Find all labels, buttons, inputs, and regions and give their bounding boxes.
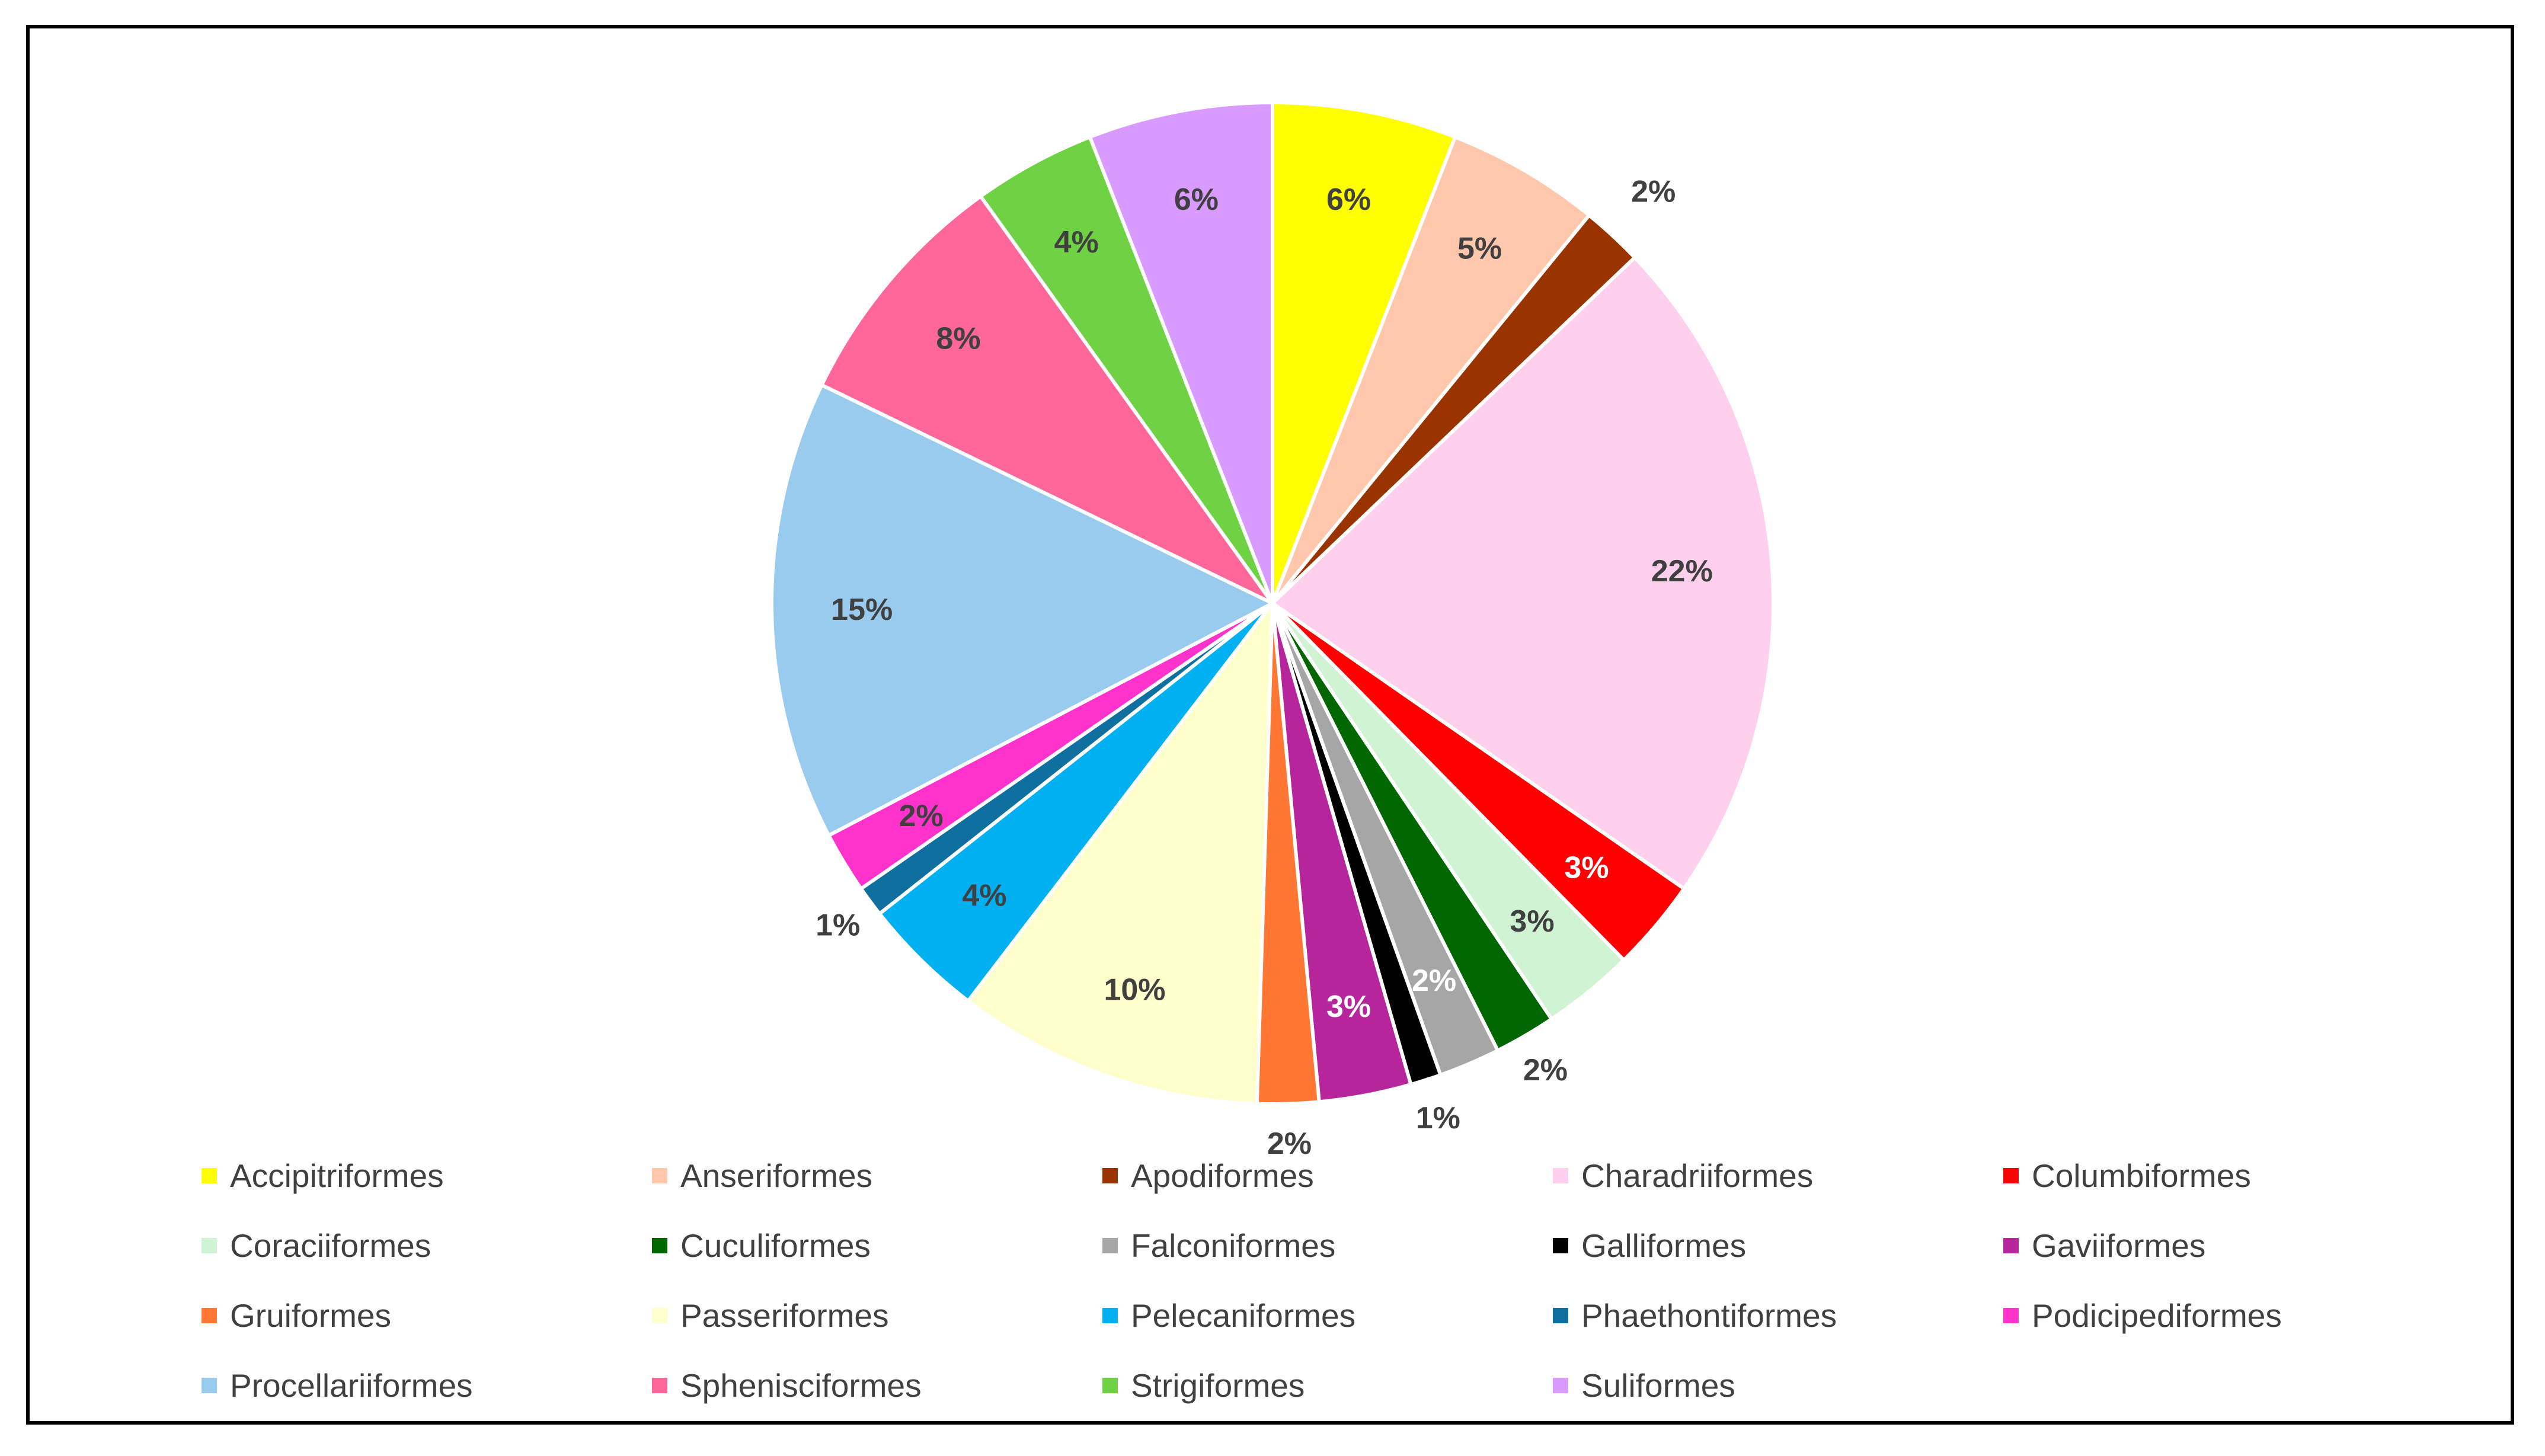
pie-slices xyxy=(770,100,1775,1106)
legend-swatch xyxy=(652,1378,667,1393)
data-label-phaethontiformes: 1% xyxy=(816,908,860,942)
legend-item-columbiformes: Columbiformes xyxy=(2003,1156,2454,1196)
data-label-falconiformes: 2% xyxy=(1412,964,1456,998)
legend-item-gruiformes: Gruiformes xyxy=(202,1295,652,1336)
pie-slice-anseriformes xyxy=(1271,135,1592,604)
pie-slice-charadriiformes xyxy=(1270,255,1775,891)
legend-item-podicipediformes: Podicipediformes xyxy=(2003,1295,2454,1336)
legend-label: Columbiformes xyxy=(2032,1157,2251,1194)
data-label-podicipediformes: 2% xyxy=(899,799,944,833)
data-label-apodiformes: 2% xyxy=(1631,174,1676,209)
data-label-gaviiformes: 3% xyxy=(1326,990,1371,1024)
legend-item-sphenisciformes: Sphenisciformes xyxy=(652,1365,1102,1406)
legend-label: Suliformes xyxy=(1581,1367,1735,1404)
pie-slice-procellariiformes xyxy=(770,382,1277,838)
legend-item-apodiformes: Apodiformes xyxy=(1102,1156,1553,1196)
legend-item-strigiformes: Strigiformes xyxy=(1102,1365,1553,1406)
data-label-gruiformes: 2% xyxy=(1267,1127,1312,1161)
legend-label: Phaethontiformes xyxy=(1581,1297,1837,1334)
legend-item-gaviiformes: Gaviiformes xyxy=(2003,1225,2454,1266)
pie-slice-strigiformes xyxy=(978,135,1274,604)
data-label-charadriiformes: 22% xyxy=(1651,554,1713,588)
legend-label: Accipitriformes xyxy=(230,1157,444,1194)
data-label-strigiformes: 4% xyxy=(1054,225,1099,260)
legend-label: Sphenisciformes xyxy=(680,1367,922,1404)
pie-slice-sphenisciformes xyxy=(819,194,1274,605)
pie-slice-pelecaniformes xyxy=(877,601,1274,1004)
legend-label: Gruiformes xyxy=(230,1297,391,1334)
legend-label: Procellariiformes xyxy=(230,1367,473,1404)
legend-swatch xyxy=(2003,1308,2019,1323)
legend-swatch xyxy=(1102,1308,1118,1323)
legend-item-phaethontiformes: Phaethontiformes xyxy=(1553,1295,2003,1336)
legend-swatch xyxy=(202,1308,217,1323)
legend-swatch xyxy=(202,1168,217,1183)
legend-item-galliformes: Galliformes xyxy=(1553,1225,2003,1266)
legend-item-coraciiformes: Coraciiformes xyxy=(202,1225,652,1266)
legend-swatch xyxy=(2003,1168,2019,1183)
legend-label: Passeriformes xyxy=(680,1297,889,1334)
legend-item-pelecaniformes: Pelecaniformes xyxy=(1102,1295,1553,1336)
legend-swatch xyxy=(652,1308,667,1323)
legend-swatch xyxy=(652,1168,667,1183)
pie-slice-suliformes xyxy=(1087,100,1274,604)
legend-label: Falconiformes xyxy=(1131,1227,1336,1264)
data-label-cuculiformes: 2% xyxy=(1523,1053,1568,1087)
legend-label: Apodiformes xyxy=(1131,1157,1314,1194)
legend-label: Podicipediformes xyxy=(2032,1297,2282,1334)
legend-item-anseriformes: Anseriformes xyxy=(652,1156,1102,1196)
legend-label: Coraciiformes xyxy=(230,1227,431,1264)
legend-label: Charadriiformes xyxy=(1581,1157,1814,1194)
legend-item-accipitriformes: Accipitriformes xyxy=(202,1156,652,1196)
legend-swatch xyxy=(1553,1168,1568,1183)
legend-swatch xyxy=(1102,1238,1118,1253)
data-label-columbiformes: 3% xyxy=(1564,850,1609,885)
legend-swatch xyxy=(1553,1378,1568,1393)
legend-swatch xyxy=(1102,1378,1118,1393)
data-label-passeriformes: 10% xyxy=(1104,973,1165,1007)
data-label-coraciiformes: 3% xyxy=(1510,904,1554,939)
legend-swatch xyxy=(1553,1308,1568,1323)
data-label-suliformes: 6% xyxy=(1174,183,1219,217)
legend-item-passeriformes: Passeriformes xyxy=(652,1295,1102,1336)
legend-swatch xyxy=(202,1378,217,1393)
legend-item-cuculiformes: Cuculiformes xyxy=(652,1225,1102,1266)
legend-swatch xyxy=(2003,1238,2019,1253)
legend-label: Cuculiformes xyxy=(680,1227,871,1264)
data-label-anseriformes: 5% xyxy=(1457,232,1502,266)
pie-slice-accipitriformes xyxy=(1271,100,1458,604)
data-label-procellariiformes: 15% xyxy=(831,593,893,627)
data-label-pelecaniformes: 4% xyxy=(962,879,1006,913)
legend-label: Strigiformes xyxy=(1131,1367,1305,1404)
data-label-sphenisciformes: 8% xyxy=(936,322,980,356)
legend-swatch xyxy=(652,1238,667,1253)
legend-label: Gaviiformes xyxy=(2032,1227,2206,1264)
legend-item-procellariiformes: Procellariiformes xyxy=(202,1365,652,1406)
legend-swatch xyxy=(202,1238,217,1253)
legend-item-charadriiformes: Charadriiformes xyxy=(1553,1156,2003,1196)
legend-label: Galliformes xyxy=(1581,1227,1747,1264)
pie-slice-passeriformes xyxy=(965,597,1275,1106)
data-label-galliformes: 1% xyxy=(1416,1101,1460,1135)
legend-swatch xyxy=(1102,1168,1118,1183)
legend: Accipitriformes Anseriformes Apodiformes Ch… xyxy=(202,1156,2394,1406)
pie-data-labels: 6% 5% 2% 22% 3% 3% 2% 2% 1% 3% 2% 10% 4% 1% 2% 15% 8% 4% 6… xyxy=(816,174,1713,1161)
legend-item-falconiformes: Falconiformes xyxy=(1102,1225,1553,1266)
legend-label: Anseriformes xyxy=(680,1157,872,1194)
data-label-accipitriformes: 6% xyxy=(1326,183,1371,217)
legend-swatch xyxy=(1553,1238,1568,1253)
legend-label: Pelecaniformes xyxy=(1131,1297,1356,1334)
legend-item-suliformes: Suliformes xyxy=(1553,1365,2003,1406)
